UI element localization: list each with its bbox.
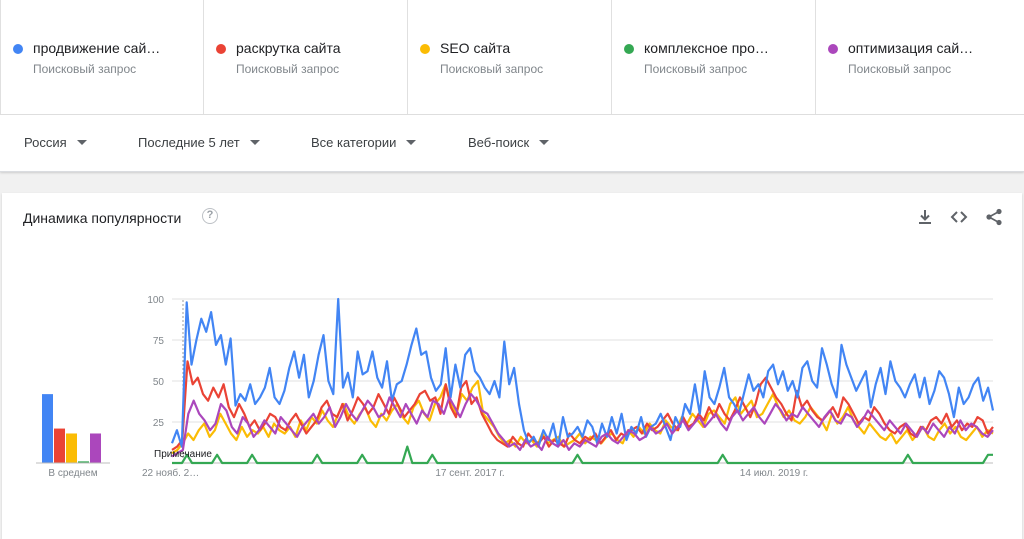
filters-bar: Россия Последние 5 лет Все категории Веб… (0, 115, 1024, 172)
term-label[interactable]: раскрутка сайта (236, 40, 341, 56)
term-card-2[interactable]: раскрутка сайта Поисковый запрос (204, 0, 408, 114)
term-color-dot (828, 44, 838, 54)
term-card-1[interactable]: продвижение сай… Поисковый запрос (0, 0, 204, 114)
embed-code-icon[interactable] (949, 207, 969, 227)
region-value: Россия (24, 135, 67, 150)
series-line (171, 360, 994, 451)
average-bars (36, 394, 110, 464)
average-bar (42, 394, 53, 463)
card-title: Динамика популярности (23, 210, 182, 226)
term-color-dot (216, 44, 226, 54)
series-line (172, 445, 993, 465)
note-label: Примечание (154, 449, 212, 460)
chart-labels: 25 50 75 100 В среднем Примечание 22 нояб. 2… 1… (48, 295, 808, 479)
search-type-value: Веб-поиск (468, 135, 530, 150)
average-bar (66, 433, 77, 463)
term-type: Поисковый запрос (644, 62, 748, 76)
y-tick-label: 75 (153, 336, 165, 347)
chevron-down-icon (249, 140, 260, 145)
interest-over-time-card: Динамика популярности ? (2, 193, 1022, 539)
term-card-5[interactable]: оптимизация сай… Поисковый запрос (816, 0, 1020, 114)
y-tick-label: 50 (153, 377, 165, 388)
question-icon[interactable]: ? (202, 208, 218, 224)
chevron-down-icon (76, 140, 87, 145)
term-color-dot (624, 44, 634, 54)
term-card-3[interactable]: SEO сайта Поисковый запрос (408, 0, 612, 114)
chart-series (170, 297, 995, 465)
search-type-dropdown[interactable]: Веб-поиск (468, 135, 550, 150)
category-dropdown[interactable]: Все категории (311, 135, 417, 150)
x-tick-label: 14 июл. 2019 г. (740, 468, 808, 479)
category-value: Все категории (311, 135, 397, 150)
term-type: Поисковый запрос (440, 62, 544, 76)
average-bar (78, 461, 89, 463)
share-icon[interactable] (984, 207, 1004, 227)
term-label[interactable]: оптимизация сай… (848, 40, 974, 56)
series-line (171, 393, 994, 458)
average-label: В среднем (48, 468, 97, 479)
average-bar (54, 428, 65, 463)
chevron-down-icon (406, 140, 417, 145)
download-icon[interactable] (915, 207, 935, 227)
average-bar (90, 433, 101, 463)
series-line (170, 297, 995, 448)
term-label[interactable]: SEO сайта (440, 40, 511, 56)
period-value: Последние 5 лет (138, 135, 240, 150)
period-dropdown[interactable]: Последние 5 лет (138, 135, 260, 150)
y-tick-label: 100 (147, 295, 164, 306)
chevron-down-icon (539, 140, 550, 145)
term-type: Поисковый запрос (236, 62, 340, 76)
x-tick-label: 22 нояб. 2… (142, 467, 199, 479)
term-label[interactable]: комплексное про… (644, 40, 769, 56)
term-card-4[interactable]: комплексное про… Поисковый запрос (612, 0, 816, 114)
x-tick-label: 17 сент. 2017 г. (435, 468, 504, 479)
comparison-terms-bar: продвижение сай… Поисковый запрос раскру… (0, 0, 1024, 115)
term-label[interactable]: продвижение сай… (33, 40, 161, 56)
term-type: Поисковый запрос (33, 62, 137, 76)
y-tick-label: 25 (153, 418, 165, 429)
term-color-dot (420, 44, 430, 54)
term-type: Поисковый запрос (848, 62, 952, 76)
region-dropdown[interactable]: Россия (24, 135, 87, 150)
term-color-dot (13, 44, 23, 54)
